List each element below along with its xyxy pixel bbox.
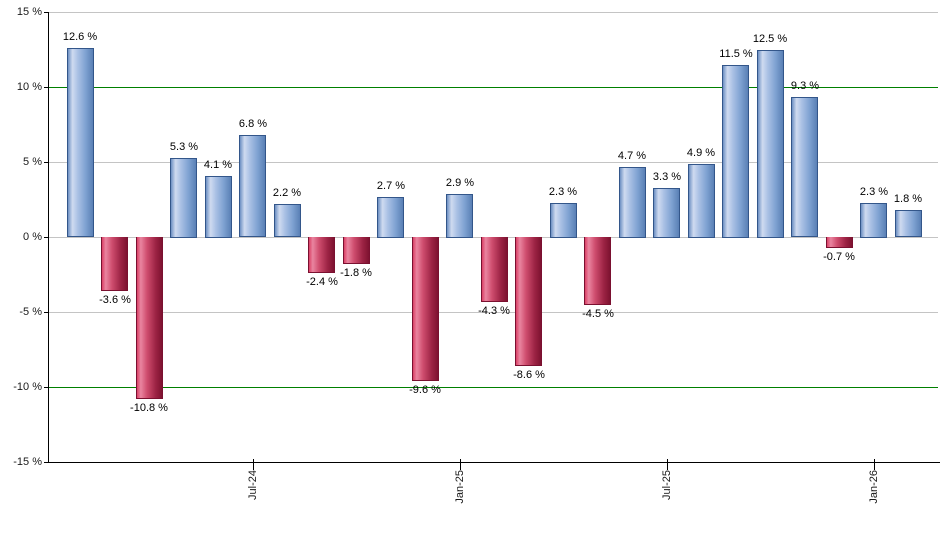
x-axis-tick-mark bbox=[460, 459, 461, 470]
bar bbox=[239, 135, 266, 237]
bar bbox=[619, 167, 646, 238]
x-axis-tick-label: Jul-24 bbox=[247, 470, 259, 500]
y-axis-tick-mark bbox=[44, 162, 48, 163]
bar-value-label: -4.5 % bbox=[582, 308, 614, 320]
x-axis-tick-label: Jan-26 bbox=[868, 470, 880, 504]
bar-value-label: -9.6 % bbox=[409, 384, 441, 396]
x-axis-tick-mark bbox=[874, 459, 875, 470]
bar-value-label: -1.8 % bbox=[340, 267, 372, 279]
bar bbox=[67, 48, 94, 237]
bar bbox=[688, 164, 715, 238]
x-axis-tick-label: Jul-25 bbox=[661, 470, 673, 500]
bar-value-label: 9.3 % bbox=[790, 80, 820, 92]
bar bbox=[515, 237, 542, 366]
bar bbox=[757, 50, 784, 238]
bar-value-label: 2.7 % bbox=[376, 180, 406, 192]
bar bbox=[895, 210, 922, 237]
gray-gridline bbox=[48, 12, 938, 13]
bar bbox=[791, 97, 818, 237]
bar-value-label: 1.8 % bbox=[893, 193, 923, 205]
y-axis-tick-label: -15 % bbox=[13, 456, 42, 468]
bar bbox=[446, 194, 473, 238]
bar bbox=[584, 237, 611, 305]
x-axis-tick-mark bbox=[667, 459, 668, 470]
bar-value-label: 2.2 % bbox=[272, 187, 302, 199]
y-axis-tick-label: 5 % bbox=[23, 156, 42, 168]
bar-value-label: -2.4 % bbox=[306, 276, 338, 288]
bar bbox=[274, 204, 301, 237]
bar bbox=[550, 203, 577, 238]
bar-value-label: 4.7 % bbox=[617, 150, 647, 162]
bar-value-label: 2.3 % bbox=[859, 186, 889, 198]
bar-value-label: 12.5 % bbox=[752, 33, 788, 45]
bar-value-label: 5.3 % bbox=[169, 141, 199, 153]
y-axis-tick-label: 10 % bbox=[16, 81, 42, 93]
bar-value-label: 4.1 % bbox=[203, 159, 233, 171]
bar bbox=[653, 188, 680, 238]
y-axis-tick-label: -10 % bbox=[13, 381, 42, 393]
gray-gridline bbox=[48, 312, 938, 313]
bar bbox=[205, 176, 232, 238]
bar-value-label: 6.8 % bbox=[238, 118, 268, 130]
bar bbox=[412, 237, 439, 381]
bar bbox=[136, 237, 163, 399]
bar bbox=[170, 158, 197, 238]
y-axis-tick-mark bbox=[44, 312, 48, 313]
y-axis-tick-label: 0 % bbox=[23, 231, 42, 243]
bar-value-label: -3.6 % bbox=[99, 294, 131, 306]
bar-value-label: 3.3 % bbox=[652, 171, 682, 183]
bar bbox=[308, 237, 335, 273]
bar bbox=[722, 65, 749, 238]
bar-value-label: -0.7 % bbox=[823, 251, 855, 263]
bar-value-label: -4.3 % bbox=[478, 305, 510, 317]
x-axis-tick-mark bbox=[253, 459, 254, 470]
bar-value-label: 2.9 % bbox=[445, 177, 475, 189]
gray-gridline bbox=[48, 162, 938, 163]
bar-value-label: 2.3 % bbox=[548, 186, 578, 198]
bar bbox=[343, 237, 370, 264]
y-axis-tick-label: 15 % bbox=[16, 6, 42, 18]
green-gridline bbox=[48, 387, 938, 388]
bar bbox=[481, 237, 508, 302]
bar bbox=[377, 197, 404, 238]
y-axis-tick-mark bbox=[44, 237, 48, 238]
y-axis-tick-mark bbox=[44, 12, 48, 13]
bar-value-label: -8.6 % bbox=[513, 369, 545, 381]
x-axis-tick-label: Jan-25 bbox=[454, 470, 466, 504]
y-axis-tick-mark bbox=[44, 87, 48, 88]
bar-value-label: 12.6 % bbox=[62, 31, 98, 43]
y-axis-tick-mark bbox=[44, 387, 48, 388]
bar-value-label: -10.8 % bbox=[130, 402, 168, 414]
bar bbox=[826, 237, 853, 248]
y-axis-line bbox=[48, 12, 49, 462]
bar bbox=[860, 203, 887, 238]
bar bbox=[101, 237, 128, 291]
green-gridline bbox=[48, 87, 938, 88]
x-axis-line bbox=[48, 462, 940, 463]
y-axis-tick-label: -5 % bbox=[19, 306, 42, 318]
bar-value-label: 11.5 % bbox=[719, 48, 753, 60]
y-axis-tick-mark bbox=[44, 462, 48, 463]
bar-value-label: 4.9 % bbox=[686, 147, 716, 159]
